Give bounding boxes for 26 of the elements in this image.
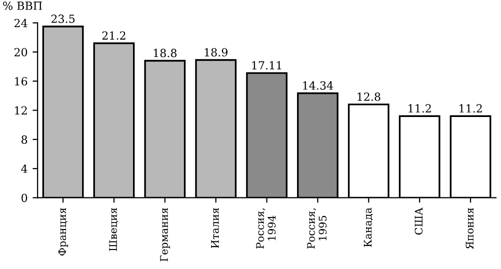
data-label: 11.2 [408, 104, 431, 113]
data-label: 23.5 [51, 14, 75, 23]
y-tick-label: 8 [22, 135, 28, 144]
x-tick-label: Япония [466, 208, 474, 250]
x-tick-label: Франция [58, 208, 68, 256]
y-tick-label: 4 [21, 164, 28, 173]
x-tick-label: Италия [211, 208, 219, 248]
data-label: 18.9 [204, 48, 228, 56]
y-axis-title: % ВВП [3, 2, 42, 10]
data-label: 11.2 [460, 104, 482, 113]
x-tick-label: Россия, 1994 [256, 208, 276, 249]
data-label: 18.8 [154, 48, 177, 58]
y-tick-label: 12 [15, 106, 27, 115]
y-tick-label: 20 [14, 48, 28, 56]
x-tick-label: Германия [160, 208, 170, 262]
x-tick-label: Канада [364, 208, 373, 247]
y-tick-label: 0 [22, 194, 28, 202]
data-label: 12.8 [358, 92, 380, 101]
y-tick-label: 24 [14, 18, 28, 28]
x-tick-label: Швеция [109, 208, 118, 251]
x-tick-label: США [414, 208, 423, 235]
data-label: 21.2 [102, 31, 126, 40]
x-tick-label: Россия, 1995 [307, 208, 327, 249]
data-label: 17.11 [252, 61, 282, 70]
data-label: 14.34 [303, 81, 334, 90]
y-tick-label: 16 [15, 77, 28, 86]
